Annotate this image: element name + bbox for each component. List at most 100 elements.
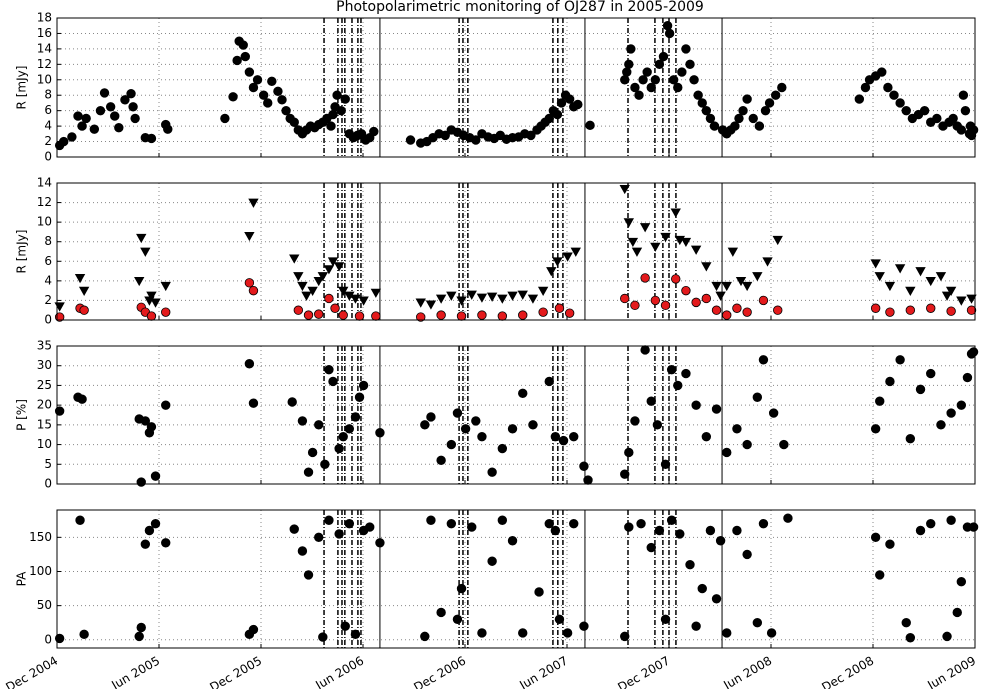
marker: [336, 105, 346, 116]
marker: [945, 286, 957, 296]
marker: [673, 380, 683, 391]
marker: [671, 274, 681, 284]
marker: [620, 75, 630, 85]
y-tick-label: 4: [44, 119, 52, 133]
marker: [507, 291, 518, 301]
marker: [905, 433, 916, 444]
marker: [477, 628, 487, 638]
marker: [884, 281, 896, 292]
marker: [623, 218, 634, 228]
marker: [748, 113, 758, 124]
marker: [120, 95, 130, 105]
marker: [350, 294, 361, 304]
y-tick-label: 30: [37, 358, 52, 372]
marker: [936, 420, 946, 430]
marker: [350, 412, 361, 422]
marker: [59, 136, 69, 147]
marker: [507, 536, 518, 546]
marker: [681, 44, 691, 54]
marker: [537, 286, 549, 296]
y-tick-label: 0: [44, 632, 52, 646]
marker: [161, 400, 171, 410]
marker: [711, 305, 722, 315]
marker: [289, 524, 299, 534]
marker: [487, 556, 497, 566]
marker: [244, 359, 255, 369]
marker: [650, 242, 661, 252]
marker: [675, 529, 685, 539]
marker: [741, 281, 753, 292]
marker: [742, 307, 752, 317]
y-tick-label: 100: [29, 564, 52, 578]
marker: [456, 583, 467, 594]
x-tick-label: Dec 2004: [3, 654, 60, 689]
marker: [78, 286, 90, 296]
marker: [711, 281, 722, 292]
marker: [95, 105, 106, 116]
marker: [273, 86, 283, 97]
marker: [287, 397, 297, 407]
marker: [915, 267, 926, 277]
marker: [854, 94, 865, 104]
marker: [140, 539, 151, 549]
marker: [477, 431, 487, 442]
marker: [783, 513, 793, 523]
y-tick-label: 16: [37, 26, 52, 40]
x-tick-label: Jun 2006: [312, 654, 366, 689]
marker: [550, 431, 561, 442]
marker: [150, 518, 161, 529]
marker: [150, 471, 161, 481]
marker: [721, 281, 732, 292]
marker: [946, 515, 956, 525]
marker: [446, 518, 457, 529]
marker: [711, 594, 722, 604]
marker: [705, 113, 716, 124]
marker: [554, 303, 565, 313]
marker: [758, 518, 769, 529]
y-tick-label: 35: [37, 339, 52, 353]
marker: [732, 303, 742, 313]
marker: [550, 525, 561, 536]
marker: [926, 368, 936, 379]
marker: [546, 267, 557, 277]
marker: [956, 577, 967, 587]
marker: [340, 94, 350, 104]
marker: [446, 439, 457, 450]
marker: [620, 631, 630, 642]
marker: [905, 305, 916, 315]
y-tick-label: 0: [44, 477, 52, 491]
marker: [701, 105, 712, 116]
marker: [314, 532, 324, 543]
marker: [248, 285, 259, 296]
marker: [289, 117, 299, 127]
marker: [467, 522, 477, 532]
marker: [134, 276, 145, 287]
marker: [338, 310, 348, 320]
x-tick-label: Dec 2008: [819, 654, 876, 689]
marker: [405, 135, 416, 145]
marker: [579, 461, 589, 471]
marker: [544, 113, 554, 124]
marker: [697, 98, 707, 108]
marker: [624, 522, 634, 532]
marker: [297, 416, 308, 426]
marker: [544, 518, 554, 529]
marker: [624, 59, 634, 70]
marker: [332, 90, 342, 100]
marker: [456, 296, 467, 306]
marker: [338, 286, 349, 296]
marker: [318, 632, 328, 642]
y-axis-label: PA: [15, 571, 29, 586]
marker: [426, 412, 436, 422]
marker: [711, 404, 722, 414]
marker: [875, 570, 885, 580]
marker: [528, 420, 538, 430]
marker: [416, 312, 426, 322]
marker: [646, 396, 656, 406]
marker: [901, 618, 911, 628]
marker: [777, 82, 787, 93]
marker: [73, 111, 83, 121]
marker: [968, 522, 979, 532]
marker: [693, 90, 703, 100]
marker: [895, 98, 905, 108]
